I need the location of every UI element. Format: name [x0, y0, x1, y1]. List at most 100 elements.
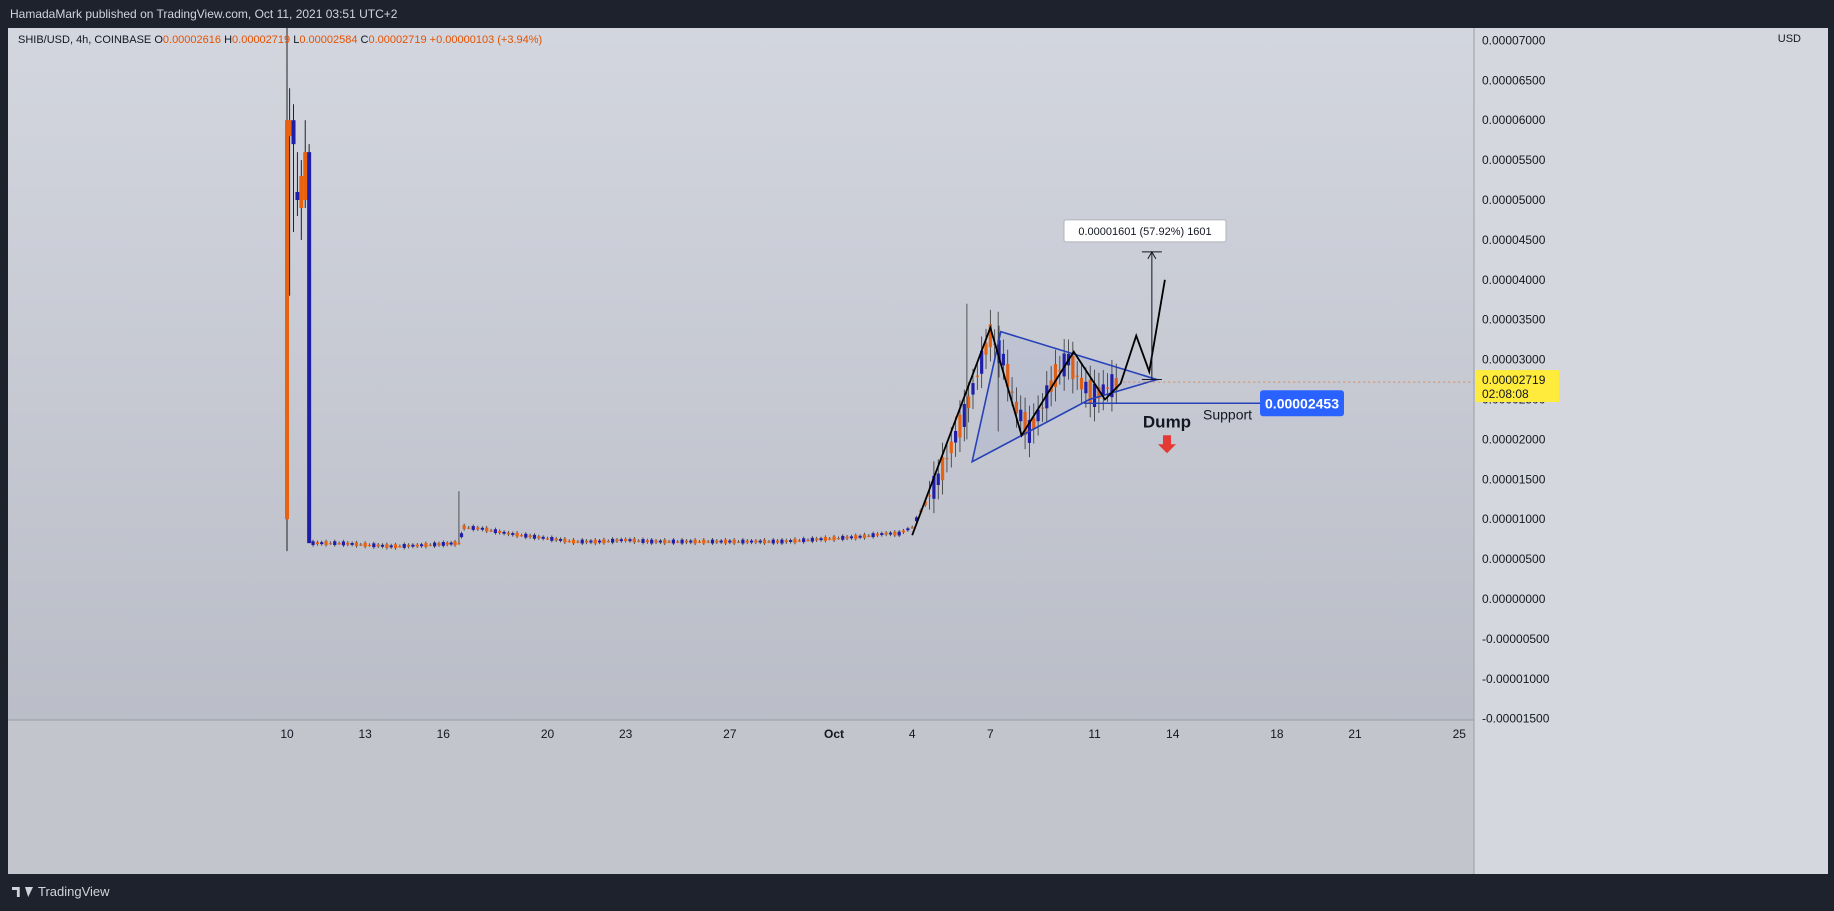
- y-tick-label: 0.00005000: [1482, 193, 1546, 207]
- candle-body: [736, 541, 741, 543]
- candle-body: [1019, 409, 1023, 422]
- close-value: 0.00002719: [368, 34, 427, 46]
- candle-body: [324, 541, 328, 546]
- candle-body: [923, 501, 927, 506]
- brand-label: TradingView: [38, 884, 110, 899]
- candle-body: [602, 539, 606, 544]
- candle-body: [693, 539, 697, 544]
- candle-body: [406, 544, 411, 547]
- candle-body: [457, 543, 461, 545]
- candle-body: [303, 152, 308, 200]
- candle-body: [471, 526, 475, 530]
- candle-body: [637, 540, 641, 542]
- chart-area[interactable]: 0.00007000 0.00006500 0.00006000 0.00005500…: [8, 28, 1828, 874]
- candle-body: [802, 538, 806, 543]
- candle-body: [1079, 377, 1084, 390]
- candle-body: [871, 533, 875, 538]
- candle-body: [1088, 380, 1092, 404]
- candle-body: [433, 542, 437, 547]
- candle-body: [537, 536, 541, 539]
- candle-body: [932, 475, 936, 499]
- candle-body: [940, 457, 945, 481]
- footer-bar: TradingView: [0, 874, 1834, 910]
- candle-body: [593, 539, 597, 544]
- candle-body: [598, 540, 602, 543]
- candle-body: [307, 152, 312, 544]
- candle-body: [354, 542, 359, 547]
- candle-body: [967, 396, 971, 408]
- candle-body: [745, 540, 749, 543]
- candle-body: [615, 539, 619, 542]
- price-chart[interactable]: 0.00007000 0.00006500 0.00006000 0.00005500…: [8, 28, 1828, 874]
- y-tick-label: -0.00001500: [1482, 712, 1550, 726]
- candle-body: [359, 544, 363, 546]
- candle-body: [676, 541, 680, 543]
- x-tick-label: 11: [1088, 727, 1101, 741]
- candle-body: [776, 540, 780, 543]
- candle-body: [498, 531, 502, 533]
- candle-body: [291, 120, 296, 145]
- candle-body: [858, 535, 862, 538]
- ohlc-legend: SHIB/USD, 4h, COINBASE O0.00002616 H0.00…: [18, 34, 542, 46]
- candle-body: [632, 538, 636, 543]
- candle-body: [667, 541, 671, 543]
- candle-body: [741, 539, 745, 544]
- candle-body: [350, 542, 354, 545]
- candle-body: [936, 473, 940, 486]
- candle-body: [988, 324, 992, 348]
- candle-body: [797, 540, 801, 542]
- candle-body: [1053, 364, 1058, 388]
- tradingview-logo[interactable]: TradingView: [12, 874, 110, 910]
- y-tick-label: -0.00000500: [1482, 632, 1550, 646]
- candle-body: [680, 539, 684, 544]
- y-tick-label: 0.00002000: [1482, 432, 1546, 446]
- candle-body: [997, 340, 1001, 364]
- candle-body: [663, 539, 667, 544]
- measure-label-box: [1063, 219, 1227, 243]
- candle-body: [1006, 364, 1010, 388]
- candle-body: [702, 539, 706, 544]
- candle-body: [624, 538, 628, 541]
- candle-body: [906, 528, 910, 531]
- candle-body: [467, 527, 471, 529]
- candle-body: [424, 543, 428, 547]
- candle-body: [341, 541, 346, 546]
- candle-body: [584, 540, 589, 543]
- candle-body: [697, 541, 702, 543]
- candle-body: [832, 536, 836, 541]
- close-label: C: [360, 34, 369, 46]
- candle-body: [862, 534, 867, 539]
- candle-body: [975, 375, 979, 377]
- candle-body: [954, 430, 958, 443]
- candle-body: [532, 534, 537, 539]
- x-tick-label: 18: [1270, 727, 1284, 741]
- candle-body: [897, 531, 901, 536]
- candle-body: [901, 530, 906, 533]
- candle-body: [728, 540, 732, 543]
- candle-body: [758, 540, 762, 543]
- candle-body: [459, 533, 464, 538]
- candle-body: [1001, 353, 1005, 366]
- support-label: Support: [1203, 406, 1252, 422]
- candle-body: [462, 525, 466, 530]
- candle-body: [754, 540, 758, 543]
- candle-body: [1105, 387, 1110, 389]
- candle-body: [445, 542, 449, 545]
- candle-body: [845, 536, 849, 539]
- candle-body: [476, 527, 480, 530]
- low-value: 0.00002584: [299, 34, 358, 46]
- tradingview-mark-icon-part: [25, 887, 33, 897]
- x-tick-label: 16: [437, 727, 451, 741]
- candle-body: [393, 544, 398, 549]
- y-tick-label: 0.00004500: [1482, 233, 1546, 247]
- candle-body: [449, 542, 453, 545]
- y-tick-label: 0.00006500: [1482, 73, 1546, 87]
- candle-body: [295, 192, 300, 200]
- candle-body: [884, 532, 888, 535]
- zigzag-projection: [911, 279, 1166, 536]
- candle-body: [480, 527, 484, 530]
- x-tick-label: 14: [1166, 727, 1180, 741]
- candle-body: [784, 540, 788, 543]
- candle-body: [320, 542, 324, 545]
- candle-body: [893, 531, 897, 536]
